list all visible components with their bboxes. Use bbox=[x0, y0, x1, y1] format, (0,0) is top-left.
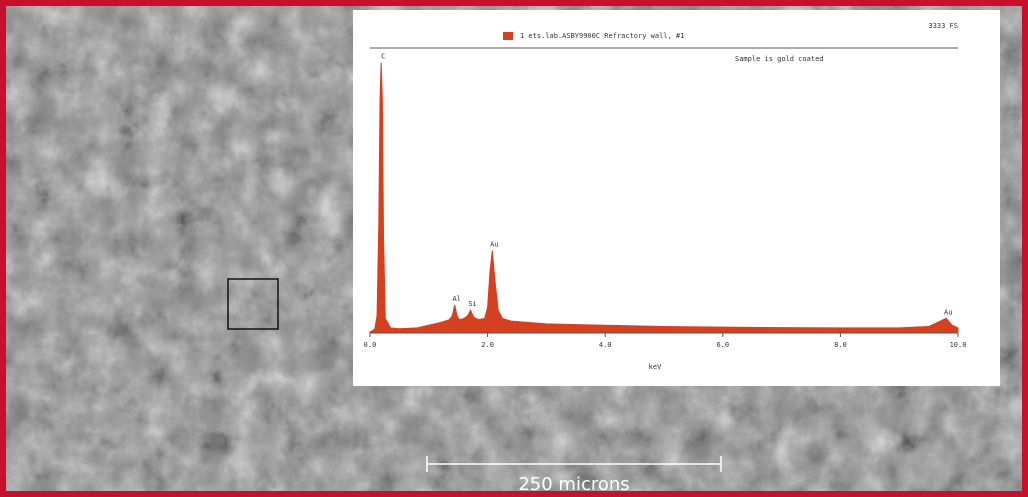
peak-label: Au bbox=[944, 308, 952, 316]
corner-label: 3333 FS bbox=[928, 22, 958, 30]
x-tick-label: 0.0 bbox=[364, 341, 377, 349]
peak-label: Al bbox=[452, 295, 460, 303]
legend-label: 1 ets.lab.ASBY9900C Refractory wall, #1 bbox=[520, 32, 684, 40]
annotation: Sample is gold coated bbox=[735, 55, 824, 63]
x-tick-label: 10.0 bbox=[950, 341, 967, 349]
x-tick-label: 2.0 bbox=[481, 341, 494, 349]
figure: 250 microns 1 ets.lab.ASBY9900C Refracto… bbox=[0, 0, 1028, 497]
peak-label: Au bbox=[490, 240, 498, 248]
x-axis-label: keV bbox=[649, 363, 662, 371]
peak-label: C bbox=[381, 53, 385, 61]
x-tick-label: 4.0 bbox=[599, 341, 612, 349]
legend-swatch bbox=[503, 32, 513, 40]
peak-label: Si bbox=[468, 300, 476, 308]
x-tick-label: 6.0 bbox=[716, 341, 729, 349]
x-tick-label: 8.0 bbox=[834, 341, 847, 349]
scale-label: 250 microns bbox=[518, 474, 629, 495]
